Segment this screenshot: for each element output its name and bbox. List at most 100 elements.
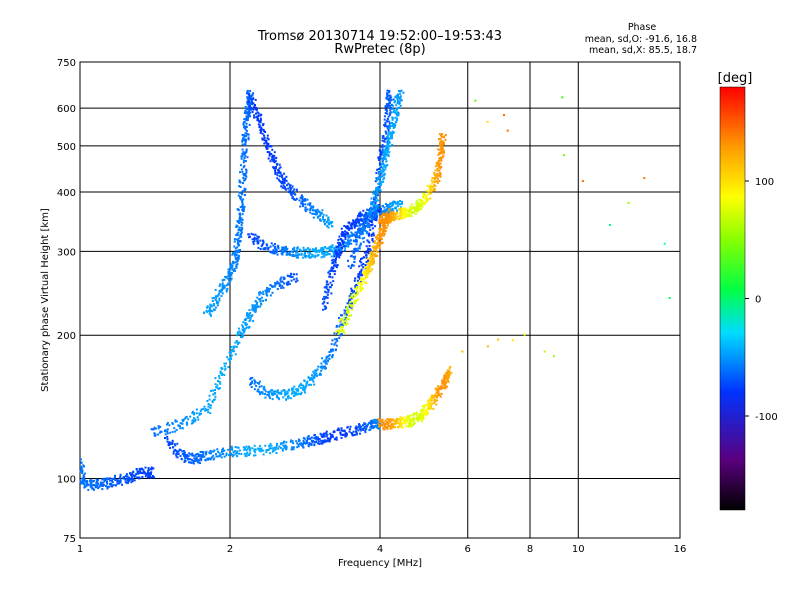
data-point (349, 239, 352, 242)
data-point (370, 218, 373, 221)
data-point (429, 402, 432, 405)
data-point (437, 148, 440, 151)
data-point (369, 428, 372, 431)
data-point (239, 186, 242, 188)
data-point (109, 482, 111, 485)
data-point (345, 231, 348, 234)
data-point (228, 279, 231, 282)
data-point (387, 131, 390, 134)
data-point (274, 247, 277, 250)
data-point (311, 374, 314, 377)
y-tick-label: 100 (57, 475, 76, 486)
data-point (379, 184, 382, 187)
data-point (432, 407, 435, 410)
data-point (373, 213, 376, 216)
data-point (350, 242, 353, 245)
data-point (242, 182, 244, 185)
data-point (224, 275, 227, 278)
data-point (281, 280, 284, 283)
data-point (268, 154, 271, 157)
data-point (437, 385, 440, 388)
data-point (343, 430, 346, 433)
data-point (136, 476, 139, 479)
data-point (444, 385, 447, 388)
data-point (128, 477, 131, 480)
data-point (171, 430, 174, 433)
data-point (322, 298, 324, 301)
data-point (263, 134, 265, 137)
data-point (380, 171, 383, 174)
data-point (386, 93, 389, 96)
data-point (262, 138, 265, 141)
data-point (146, 476, 149, 479)
data-point (325, 440, 328, 443)
data-point (366, 267, 369, 270)
data-point (93, 484, 96, 487)
data-point (350, 265, 353, 267)
data-point (255, 384, 258, 387)
data-point (370, 201, 373, 204)
data-point (328, 253, 331, 256)
data-point (333, 438, 336, 441)
data-point (347, 227, 350, 230)
data-point (368, 245, 371, 247)
data-point (400, 208, 403, 211)
data-point (247, 138, 250, 141)
data-point (194, 458, 197, 460)
data-point (241, 148, 244, 151)
data-point (389, 425, 392, 428)
data-point (409, 208, 411, 211)
data-point (271, 156, 274, 159)
data-point (369, 257, 372, 259)
data-point (309, 204, 311, 207)
data-point (327, 283, 330, 286)
data-point (323, 298, 326, 301)
data-point (187, 418, 190, 421)
data-point (274, 167, 277, 170)
data-point (243, 139, 246, 142)
data-point (246, 97, 249, 100)
data-point (244, 327, 247, 330)
data-point (392, 111, 395, 114)
data-point (302, 439, 305, 442)
data-point (243, 121, 246, 123)
data-point (267, 157, 270, 160)
data-point (399, 96, 402, 99)
data-point (231, 447, 233, 450)
data-point (431, 395, 434, 398)
data-point (354, 292, 357, 295)
data-point (386, 221, 389, 224)
data-point (259, 291, 262, 294)
data-point (339, 323, 342, 326)
data-point (293, 198, 295, 200)
data-point (241, 202, 244, 205)
data-point (244, 106, 247, 108)
data-point (381, 420, 384, 423)
data-point (393, 201, 396, 204)
data-point (232, 262, 235, 265)
data-point (390, 99, 393, 102)
data-point (384, 166, 387, 169)
data-point (383, 211, 386, 214)
data-point (127, 476, 130, 479)
data-point (388, 91, 390, 94)
data-point (80, 466, 83, 469)
data-point (372, 234, 375, 237)
data-point (413, 208, 416, 211)
data-point (114, 484, 117, 487)
data-point (363, 229, 366, 232)
data-point (376, 214, 379, 217)
data-point (89, 485, 92, 488)
data-point (349, 296, 352, 299)
data-point (247, 115, 250, 118)
data-point (394, 100, 396, 103)
data-point (355, 428, 358, 431)
data-point (159, 425, 162, 428)
data-point (382, 227, 385, 230)
data-point (419, 199, 422, 202)
data-point (196, 452, 199, 455)
data-point (191, 454, 194, 457)
data-point (322, 253, 325, 256)
data-point (280, 392, 283, 395)
data-point (321, 440, 324, 443)
